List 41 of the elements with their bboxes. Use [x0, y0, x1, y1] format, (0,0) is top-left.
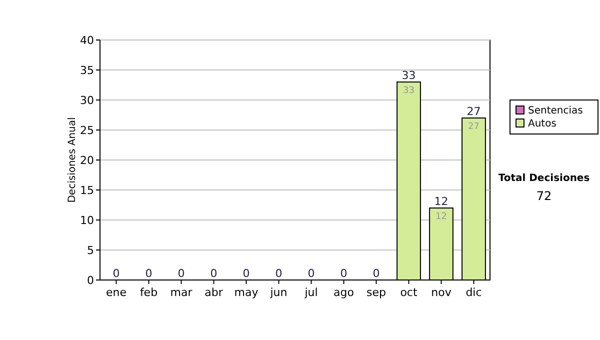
- total-label: 0: [178, 267, 185, 280]
- data-label: 27: [468, 122, 480, 132]
- total-label: 0: [275, 267, 282, 280]
- x-tick-label: abr: [204, 286, 224, 299]
- total-label: 0: [308, 267, 315, 280]
- y-tick-label: 20: [80, 154, 94, 167]
- x-tick-label: oct: [400, 286, 418, 299]
- data-label: 33: [403, 86, 414, 96]
- x-tick-label: jul: [304, 286, 318, 299]
- x-tick-label: dic: [466, 286, 482, 299]
- x-tick-label: feb: [140, 286, 158, 299]
- total-label: 12: [434, 195, 448, 208]
- x-tick-label: may: [234, 286, 259, 299]
- text: 72: [536, 189, 552, 203]
- total-label: 0: [112, 267, 120, 280]
- total-label: 0: [145, 267, 152, 280]
- text: Total Decisiones: [498, 173, 590, 184]
- y-tick-label: 0: [87, 274, 94, 287]
- x-tick-label: jun: [269, 286, 288, 299]
- y-tick-label: 30: [80, 94, 94, 107]
- x-tick-label: ene: [106, 286, 127, 299]
- total-label: 27: [466, 105, 481, 118]
- x-tick-label: ago: [334, 286, 354, 299]
- y-tick-label: 15: [80, 184, 94, 197]
- legend-label: Sentencias: [528, 106, 583, 116]
- total-label: 33: [402, 69, 416, 82]
- data-label: 12: [436, 212, 447, 222]
- total-label: 0: [372, 267, 380, 280]
- total-label: 0: [340, 267, 348, 280]
- y-tick-label: 25: [80, 124, 94, 137]
- y-axis-title: Decisiones Anual: [67, 117, 78, 203]
- x-tick-label: mar: [170, 286, 193, 299]
- y-tick-label: 35: [80, 64, 94, 77]
- total-label: 0: [242, 267, 250, 280]
- y-tick-label: 40: [80, 34, 94, 47]
- y-tick-label: 5: [87, 244, 94, 257]
- y-tick-label: 10: [80, 214, 94, 227]
- x-tick-label: sep: [366, 286, 386, 299]
- legend-label: Autos: [528, 118, 556, 130]
- x-tick-label: nov: [431, 286, 452, 299]
- total-label: 0: [210, 267, 218, 280]
